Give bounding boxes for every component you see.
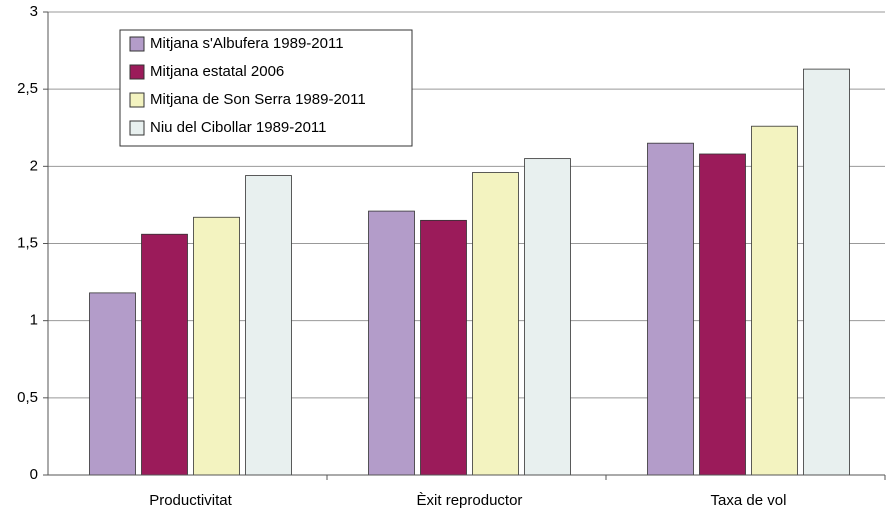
legend-label: Niu del Cibollar 1989-2011	[150, 119, 327, 136]
x-tick-label: Taxa de vol	[711, 492, 787, 509]
bar	[141, 233, 188, 476]
bar	[751, 125, 798, 476]
y-tick-label: 2	[30, 157, 38, 174]
bar	[368, 210, 415, 476]
legend-label: Mitjana de Son Serra 1989-2011	[150, 91, 366, 108]
bar	[647, 142, 694, 476]
legend-swatch	[129, 36, 145, 52]
bar	[245, 175, 292, 476]
bar	[472, 172, 519, 476]
y-tick-label: 1,5	[17, 234, 38, 251]
legend-label: Mitjana s'Albufera 1989-2011	[150, 35, 344, 52]
legend-label: Mitjana estatal 2006	[150, 63, 284, 80]
y-tick-label: 3	[30, 3, 38, 20]
bar	[193, 216, 240, 476]
y-tick-label: 0	[30, 466, 38, 483]
legend-box	[119, 29, 413, 147]
x-tick-label: Èxit reproductor	[417, 492, 523, 509]
y-tick-label: 1	[30, 312, 38, 329]
bar	[524, 158, 571, 476]
y-tick-label: 0,5	[17, 389, 38, 406]
legend-swatch	[129, 120, 145, 136]
bar	[803, 68, 850, 476]
y-tick-label: 2,5	[17, 80, 38, 97]
bar	[89, 292, 136, 476]
legend-swatch	[129, 64, 145, 80]
bar	[699, 153, 746, 476]
legend-swatch	[129, 92, 145, 108]
bar	[420, 219, 467, 476]
x-tick-label: Productivitat	[149, 492, 232, 509]
